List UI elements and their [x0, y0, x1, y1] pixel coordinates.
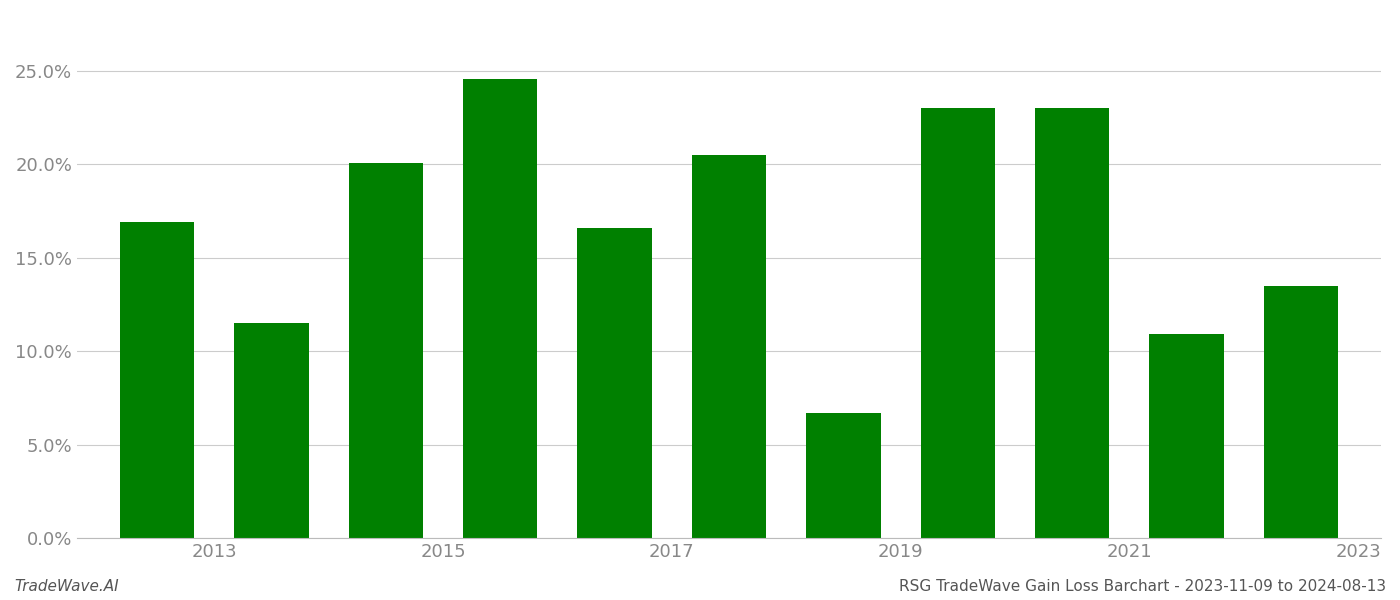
- Bar: [349, 163, 423, 538]
- Bar: [463, 79, 538, 538]
- Bar: [806, 413, 881, 538]
- Text: TradeWave.AI: TradeWave.AI: [14, 579, 119, 594]
- Bar: [234, 323, 308, 538]
- Bar: [921, 109, 995, 538]
- Bar: [1264, 286, 1338, 538]
- Bar: [577, 228, 652, 538]
- Bar: [120, 223, 195, 538]
- Bar: [1035, 109, 1109, 538]
- Bar: [692, 155, 766, 538]
- Bar: [1149, 334, 1224, 538]
- Text: RSG TradeWave Gain Loss Barchart - 2023-11-09 to 2024-08-13: RSG TradeWave Gain Loss Barchart - 2023-…: [899, 579, 1386, 594]
